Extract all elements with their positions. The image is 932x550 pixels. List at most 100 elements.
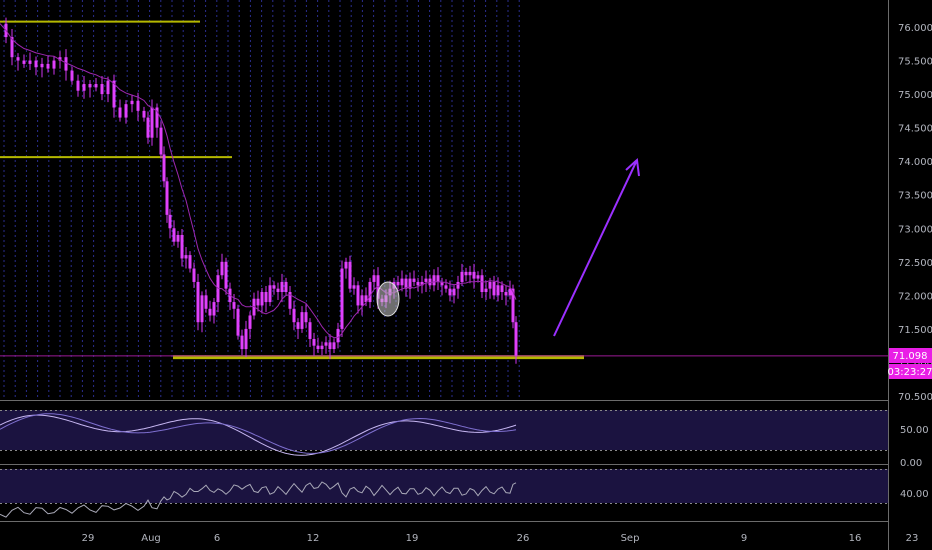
candle-body <box>188 255 192 269</box>
candle-body <box>356 285 360 306</box>
candle-body <box>352 285 356 289</box>
current-price-tag: 71.098 03:23:27 <box>888 348 932 379</box>
time-tick-label: 6 <box>214 533 220 544</box>
candle-body <box>440 281 444 286</box>
candle-body <box>304 312 308 323</box>
candle-body <box>364 295 368 303</box>
candle-body <box>192 268 196 282</box>
candle-body <box>500 285 504 293</box>
price-tick-label: 74.500 <box>898 124 932 135</box>
oscillator-line <box>0 414 517 456</box>
candle-body <box>40 63 44 68</box>
candle-body <box>264 292 268 303</box>
candle-body <box>436 275 440 282</box>
candle-body <box>316 345 320 350</box>
price-tick-label: 70.500 <box>898 392 932 403</box>
candle-body <box>452 288 456 296</box>
candle-body <box>76 80 80 91</box>
candle-body <box>416 281 420 286</box>
price-axis[interactable]: 76.000 75.500 75.000 74.500 74.000 73.500 73.0… <box>898 23 932 403</box>
candle-body <box>514 322 518 356</box>
candle-body <box>16 57 20 61</box>
candle-body <box>324 342 328 346</box>
candle-body <box>372 275 376 282</box>
candle-body <box>28 60 32 64</box>
candle-body <box>268 285 272 303</box>
candle-body <box>162 154 166 182</box>
candle-body <box>10 37 14 58</box>
oscillator2-line <box>0 481 517 518</box>
candle-body <box>300 312 304 329</box>
osc2-tick-label: 40.00 <box>900 489 929 500</box>
candle-body <box>312 338 316 346</box>
candle-body <box>432 275 436 286</box>
time-tick-label: 12 <box>307 533 320 544</box>
candle-body <box>340 268 344 329</box>
candle-body <box>280 281 284 293</box>
highlight-ellipse[interactable] <box>376 281 400 317</box>
candle-body <box>155 107 159 128</box>
candle-body <box>150 107 154 138</box>
time-tick-label: 19 <box>406 533 419 544</box>
candle-body <box>460 271 464 282</box>
oscillator-band <box>0 410 888 450</box>
price-tag-value: 71.098 <box>893 351 928 362</box>
candle-body <box>204 295 208 309</box>
candle-body <box>508 288 512 296</box>
arrow-drawing[interactable] <box>553 157 640 337</box>
oscillator2-band <box>0 469 888 503</box>
time-tick-label: Aug <box>141 533 161 544</box>
countdown-background <box>889 364 932 379</box>
candle-body <box>472 271 476 279</box>
candle-body <box>464 271 468 276</box>
candle-body <box>112 80 116 108</box>
oscillator-signal-line <box>0 413 517 454</box>
countdown-value: 03:23:27 <box>888 367 932 378</box>
candle-body <box>308 322 312 339</box>
time-axis[interactable]: 29 Aug 6 12 19 26 Sep 9 16 23 <box>82 533 919 544</box>
candle-body <box>444 285 448 289</box>
candle-body <box>224 261 228 289</box>
osc-tick-label: 0.00 <box>900 458 922 469</box>
candle-body <box>172 228 176 242</box>
candle-body <box>100 84 104 95</box>
candle-body <box>360 295 364 306</box>
candle-body <box>236 308 240 336</box>
candle-body <box>376 275 380 299</box>
candle-body <box>484 288 488 293</box>
candle-body <box>180 234 184 259</box>
candle-body <box>212 302 216 316</box>
osc-tick-label: 50.00 <box>900 425 929 436</box>
candle-body <box>344 261 348 269</box>
candle-body <box>504 292 508 296</box>
candle-body <box>420 281 424 286</box>
price-tick-label: 76.000 <box>898 23 932 34</box>
candle-body <box>136 100 140 111</box>
price-tick-label: 73.000 <box>898 224 932 235</box>
time-tick-label: Sep <box>621 533 640 544</box>
candle-body <box>184 255 188 259</box>
time-tick-label: 29 <box>82 533 95 544</box>
candle-body <box>208 308 212 316</box>
candle-body <box>256 298 260 306</box>
candle-body <box>488 281 492 289</box>
candle-body <box>448 288 452 296</box>
candle-body <box>396 281 400 286</box>
arrow-shaft <box>553 159 638 337</box>
candle-body <box>496 285 500 296</box>
candlestick-series <box>4 17 518 364</box>
candle-body <box>328 342 332 350</box>
candle-body <box>276 288 280 293</box>
candle-body <box>332 342 336 350</box>
candle-body <box>118 107 122 118</box>
candle-body <box>468 271 472 276</box>
price-tick-label: 71.500 <box>898 325 932 336</box>
price-tick-label: 75.500 <box>898 57 932 68</box>
candle-body <box>320 345 324 350</box>
candle-body <box>70 70 74 81</box>
candle-body <box>46 63 50 69</box>
price-tick-label: 72.000 <box>898 291 932 302</box>
moving-average-line <box>0 23 517 339</box>
candle-body <box>288 292 292 309</box>
